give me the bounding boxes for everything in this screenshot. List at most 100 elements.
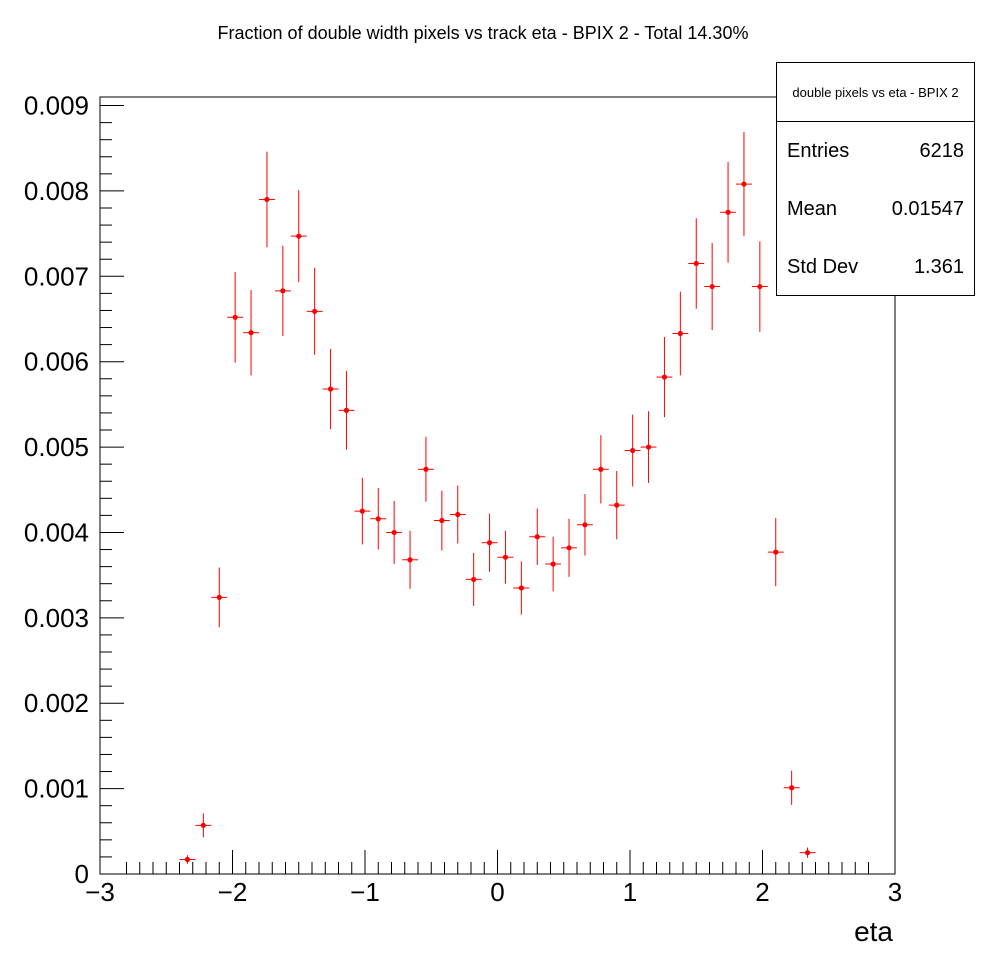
data-point xyxy=(465,552,482,606)
y-tick-label: 0.001 xyxy=(24,774,89,804)
stats-value: 6218 xyxy=(919,139,965,162)
data-point xyxy=(354,477,371,545)
point-marker xyxy=(439,517,445,524)
point-marker xyxy=(789,785,795,791)
data-point xyxy=(767,517,784,587)
data-point xyxy=(561,518,577,577)
data-point xyxy=(608,470,625,540)
data-point xyxy=(290,190,307,283)
data-point xyxy=(211,567,228,628)
point-marker xyxy=(200,822,206,828)
data-point xyxy=(751,241,768,332)
point-marker xyxy=(343,407,350,413)
data-point xyxy=(592,435,609,504)
point-marker xyxy=(407,557,413,563)
point-marker xyxy=(566,545,572,551)
x-tick-label: 2 xyxy=(755,877,769,907)
data-point xyxy=(195,813,212,838)
x-axis-label: eta xyxy=(854,916,893,947)
data-point xyxy=(306,267,323,355)
data-points xyxy=(179,132,816,864)
point-marker xyxy=(280,288,286,294)
y-tick-label: 0.009 xyxy=(24,91,89,121)
data-point xyxy=(433,490,450,551)
point-marker xyxy=(264,196,270,203)
point-marker xyxy=(630,447,636,454)
point-marker xyxy=(216,594,222,600)
stats-row-mean: Mean 0.01547 xyxy=(777,180,974,238)
data-point xyxy=(672,291,689,376)
data-point xyxy=(799,847,816,858)
data-point xyxy=(656,336,673,418)
chart-title: Fraction of double width pixels vs track… xyxy=(218,23,749,43)
data-point xyxy=(481,513,498,572)
point-marker xyxy=(582,522,588,528)
data-point xyxy=(386,500,403,565)
y-tick-label: 0.006 xyxy=(24,347,89,377)
point-marker xyxy=(598,466,604,472)
stats-value: 1.361 xyxy=(913,255,964,278)
point-marker xyxy=(661,374,668,380)
x-tick-label: 0 xyxy=(490,877,504,907)
stats-value: 0.01547 xyxy=(891,197,964,220)
point-marker xyxy=(502,554,509,560)
stats-row-entries: Entries 6218 xyxy=(777,122,974,180)
data-point xyxy=(259,151,275,248)
data-point xyxy=(497,530,514,584)
point-marker xyxy=(534,534,540,540)
point-marker xyxy=(184,856,191,863)
data-point xyxy=(640,411,657,483)
data-point xyxy=(322,348,339,430)
stats-label: Entries xyxy=(787,139,850,162)
data-point xyxy=(783,770,800,805)
stats-label: Std Dev xyxy=(787,255,859,278)
point-marker xyxy=(518,585,524,591)
point-marker xyxy=(423,466,429,472)
point-marker xyxy=(312,308,318,314)
point-marker xyxy=(248,330,254,336)
data-point xyxy=(274,245,291,337)
data-point xyxy=(720,161,736,263)
stats-row-std-dev: Std Dev 1.361 xyxy=(777,238,974,296)
point-marker xyxy=(327,386,334,392)
point-marker xyxy=(645,444,652,450)
y-tick-label: 0.005 xyxy=(24,432,89,462)
data-point xyxy=(704,243,721,331)
y-tick-label: 0.007 xyxy=(24,261,89,291)
y-tick-label: 0.002 xyxy=(24,688,89,718)
data-point xyxy=(338,371,355,450)
data-point xyxy=(513,561,530,615)
stats-label: Mean xyxy=(787,197,838,220)
point-marker xyxy=(773,549,779,555)
y-tick-label: 0.004 xyxy=(24,517,89,547)
point-marker xyxy=(471,576,477,583)
data-point xyxy=(545,536,562,592)
data-point xyxy=(370,488,387,550)
point-marker xyxy=(375,516,381,522)
stats-title: double pixels vs eta - BPIX 2 xyxy=(777,63,974,122)
point-marker xyxy=(757,283,763,290)
point-marker xyxy=(741,181,747,187)
point-marker xyxy=(296,233,302,239)
point-marker xyxy=(804,850,811,856)
data-point xyxy=(418,436,434,502)
data-point xyxy=(402,530,418,589)
point-marker xyxy=(232,314,238,320)
x-tick-label: −2 xyxy=(218,877,248,907)
point-marker xyxy=(693,260,699,267)
point-marker xyxy=(709,283,715,290)
point-marker xyxy=(359,508,365,514)
data-point xyxy=(688,218,705,309)
y-tick-label: 0.008 xyxy=(24,176,89,206)
point-marker xyxy=(725,209,731,215)
x-tick-label: −1 xyxy=(350,877,380,907)
point-marker xyxy=(486,540,493,546)
data-point xyxy=(243,289,259,376)
data-point xyxy=(577,494,593,556)
data-point xyxy=(624,414,641,487)
x-tick-label: 3 xyxy=(888,877,902,907)
point-marker xyxy=(391,529,397,536)
point-marker xyxy=(550,561,556,567)
data-point xyxy=(179,855,196,864)
